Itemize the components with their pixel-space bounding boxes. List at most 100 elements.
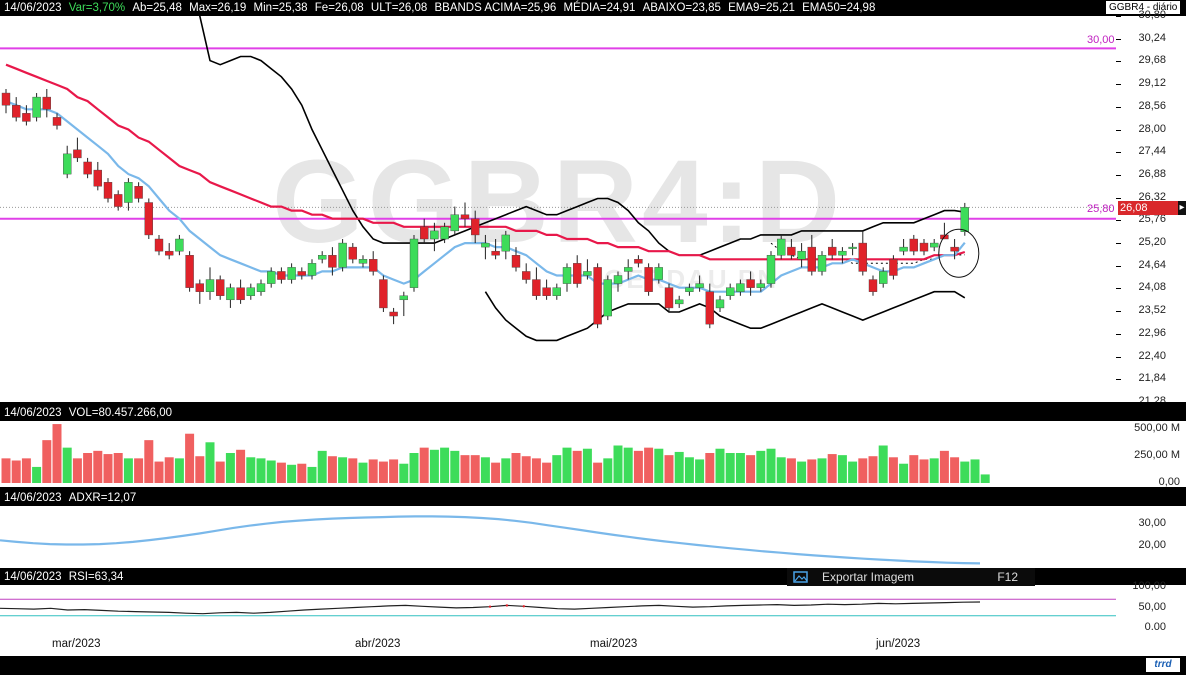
candle-body: [226, 287, 235, 301]
price-plot-area[interactable]: GGBR4:D GERDAU PN: [0, 16, 1116, 402]
volume-bar: [338, 457, 348, 483]
volume-bar: [480, 457, 490, 483]
rsi-plot-area[interactable]: [0, 585, 1116, 630]
separator[interactable]: [0, 487, 1186, 490]
volume-bar: [899, 463, 909, 483]
volume-bar: [817, 458, 827, 483]
price-tick-mark: [1116, 356, 1121, 358]
volume-bar: [562, 447, 572, 483]
separator[interactable]: [0, 402, 1186, 405]
volume-bar: [378, 461, 388, 483]
candle-body: [297, 271, 306, 276]
price-tick-label: 28,56: [1138, 99, 1166, 112]
adx-chart-svg[interactable]: [0, 506, 1116, 568]
price-tick-label: 21,28: [1138, 395, 1166, 402]
candle-body: [828, 246, 837, 256]
volume-panel[interactable]: 14/06/2023 VOL=80.457.266,00 500,00 M 250…: [0, 405, 1186, 487]
volume-bar: [83, 453, 93, 483]
candle-body: [919, 242, 929, 252]
price-tick-mark: [1116, 288, 1121, 290]
volume-bar: [62, 447, 72, 483]
volume-bar: [93, 450, 103, 483]
adx-axis[interactable]: 30,00 20,00: [1116, 506, 1186, 568]
adx-header-date: 14/06/2023: [4, 492, 62, 504]
volume-bar: [460, 455, 470, 483]
rsi-axis[interactable]: 100,00 50,00 0,00: [1116, 580, 1186, 630]
volume-bar: [909, 455, 919, 483]
volume-bar: [633, 450, 643, 483]
candle-body: [950, 246, 959, 252]
volume-bar: [613, 445, 623, 483]
candle-body: [491, 250, 500, 256]
price-tick-mark: [1116, 243, 1121, 245]
candle-body: [787, 246, 796, 256]
x-axis-month-label: mai/2023: [590, 638, 638, 650]
price-panel[interactable]: 14/06/2023 Var=3,70% Ab=25,48 Max=26,19 …: [0, 0, 1186, 402]
candle-body: [348, 246, 357, 260]
price-tick-mark: [1116, 16, 1121, 17]
candle-body: [909, 238, 918, 252]
candle-body: [899, 246, 908, 252]
volume-bar: [735, 453, 745, 483]
candle-body: [52, 117, 62, 126]
volume-bar: [603, 458, 613, 483]
price-tick-mark: [1116, 38, 1121, 40]
price-chart-svg[interactable]: [0, 16, 1116, 402]
volume-bar: [215, 461, 225, 483]
candle-body: [460, 214, 470, 219]
volume-bar: [827, 454, 837, 483]
adx-panel[interactable]: 14/06/2023 ADXR=12,07 30,00 20,00: [0, 490, 1186, 568]
rsi-tick-label: 100,00: [1132, 580, 1166, 592]
price-tick-mark: [1116, 379, 1121, 381]
candle-body: [369, 259, 378, 272]
candle-body: [185, 255, 194, 288]
bottom-bar: trrd: [0, 656, 1186, 675]
candle-body: [236, 287, 245, 301]
volume-bar: [429, 449, 439, 483]
candle-body: [328, 255, 337, 268]
header-fe: Fe=26,08: [314, 2, 364, 14]
export-image-shortcut: F12: [997, 570, 1018, 584]
volume-bar: [32, 466, 42, 483]
candle-body: [481, 242, 490, 248]
candle-body: [1, 92, 11, 106]
volume-bar: [287, 464, 297, 483]
volume-bar: [858, 458, 868, 483]
candle-body: [307, 263, 317, 276]
volume-bar: [950, 457, 960, 483]
volume-bar: [582, 448, 592, 483]
adxr-line: [0, 515, 981, 565]
header-max: Max=26,19: [189, 2, 247, 14]
candle-body: [42, 96, 51, 110]
candle-body: [695, 283, 704, 288]
volume-chart-svg[interactable]: [0, 421, 1116, 487]
volume-bar: [440, 447, 450, 483]
price-tick-label: 21,84: [1138, 372, 1166, 385]
scroll-right-arrow-icon[interactable]: ▸: [1178, 201, 1186, 215]
volume-bar: [348, 458, 358, 483]
candle-body: [603, 279, 612, 317]
volume-axis[interactable]: 500,00 M 250,00 M 0,00: [1116, 421, 1186, 487]
candle-body: [848, 246, 857, 249]
header-ema9: EMA9=25,21: [728, 2, 795, 14]
volume-plot-area[interactable]: [0, 421, 1116, 487]
adx-plot-area[interactable]: [0, 506, 1116, 568]
volume-bar: [399, 463, 409, 483]
volume-bar: [297, 463, 307, 483]
candle-body: [715, 299, 725, 309]
rsi-chart-svg[interactable]: [0, 585, 1116, 630]
volume-bar: [134, 458, 144, 483]
volume-bar: [684, 457, 694, 483]
rsi-tick-label: 0,00: [1144, 621, 1166, 630]
price-tick-mark: [1116, 129, 1121, 131]
candle-body: [399, 295, 408, 301]
volume-bar: [552, 455, 562, 483]
export-image-menu-item[interactable]: Exportar Imagem F12: [787, 568, 1035, 586]
current-price-label: 26,08: [1118, 201, 1178, 215]
volume-bar: [72, 458, 82, 483]
volume-bar: [236, 449, 246, 483]
candle-body: [73, 149, 82, 159]
header-min: Min=25,38: [253, 2, 308, 14]
x-axis[interactable]: mar/2023 abr/2023 mai/2023 jun/2023: [0, 630, 1186, 656]
candle-body: [430, 230, 439, 240]
